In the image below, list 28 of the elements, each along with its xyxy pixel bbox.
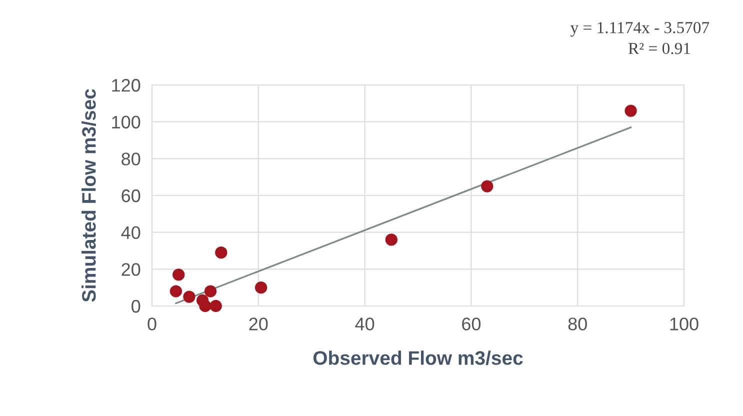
point [254,282,268,294]
x-tick-label: 80 [568,318,587,330]
x-axis-title: Observed Flow m3/sec [313,350,523,366]
point [385,234,398,246]
y-tick-label: 0 [132,300,140,313]
point [199,300,212,312]
x-tick-label: 100 [670,318,698,330]
y-tick-label: 100 [112,116,140,129]
point [170,285,182,298]
x-tick-label: 40 [355,318,374,330]
point [215,246,228,259]
text: y = 1.1174x - 3.5707 [570,22,710,37]
point [624,104,637,117]
y-tick-label: 80 [122,152,140,166]
x-tick-label: 20 [249,318,268,330]
point [481,180,494,192]
x-tick-label: 0 [148,318,156,330]
point [183,290,196,303]
text: R² = 0.91 [628,42,690,54]
y-tick-label: 40 [121,226,140,240]
point [210,300,222,312]
y-tick-label: 120 [112,78,140,92]
y-tick-label: 20 [122,263,140,276]
point [204,285,217,298]
point [172,268,185,281]
y-axis-title: Simulated Flow m3/sec [82,89,96,302]
y-tick-label: 60 [122,189,140,202]
x-tick-label: 60 [462,318,481,330]
